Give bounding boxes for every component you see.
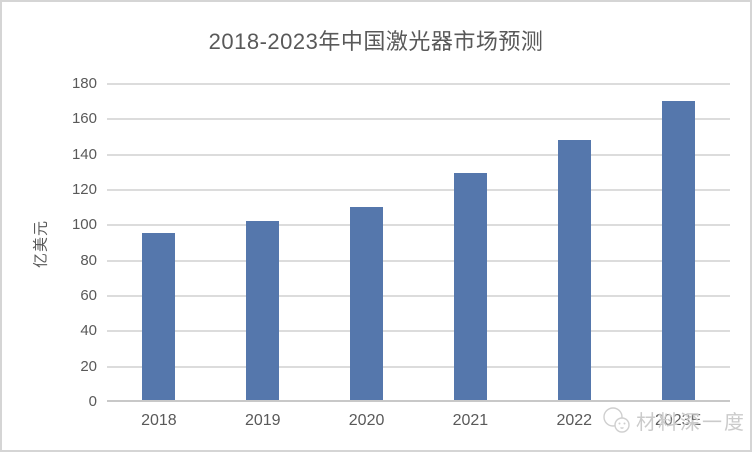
gridline	[107, 83, 730, 85]
y-tick-label: 0	[88, 393, 97, 410]
y-tick-label: 80	[80, 251, 97, 269]
y-tick-label: 40	[80, 322, 97, 340]
bar-2021	[453, 172, 487, 400]
x-tick-label: 2018	[141, 412, 177, 429]
chart-title: 2018-2023年中国激光器市场预测	[208, 29, 544, 54]
x-tick-label: 2023E	[654, 412, 702, 429]
x-tick-label: 2020	[348, 412, 385, 429]
x-tick-label: 2022	[556, 412, 593, 429]
y-tick-label: 120	[71, 181, 97, 198]
bar-2022	[557, 140, 591, 400]
bar-2018	[142, 233, 176, 400]
plot-area	[107, 83, 730, 402]
y-tick-label: 60	[80, 287, 97, 304]
y-tick-label: 20	[80, 357, 97, 375]
watermark-text: 材料深一度	[636, 411, 746, 434]
panda-logo-icon	[602, 406, 632, 434]
bar-2019	[246, 220, 280, 400]
gridline	[107, 365, 730, 368]
y-tick-label: 140	[71, 145, 97, 163]
watermark: 材料深一度	[602, 404, 746, 436]
bar-2020	[350, 207, 384, 400]
x-tick-label: 2021	[452, 412, 489, 429]
y-tick-label: 180	[71, 75, 97, 92]
gridline	[107, 224, 730, 227]
bar-2023E	[661, 101, 695, 400]
gridline	[107, 295, 730, 297]
gridline	[107, 153, 730, 156]
gridline	[107, 259, 730, 262]
gridline	[107, 330, 730, 333]
x-tick-label: 2019	[244, 412, 281, 429]
gridline	[107, 189, 730, 191]
y-tick-label: 160	[71, 110, 97, 128]
gridline	[107, 118, 730, 121]
y-tick-label: 100	[71, 216, 97, 234]
